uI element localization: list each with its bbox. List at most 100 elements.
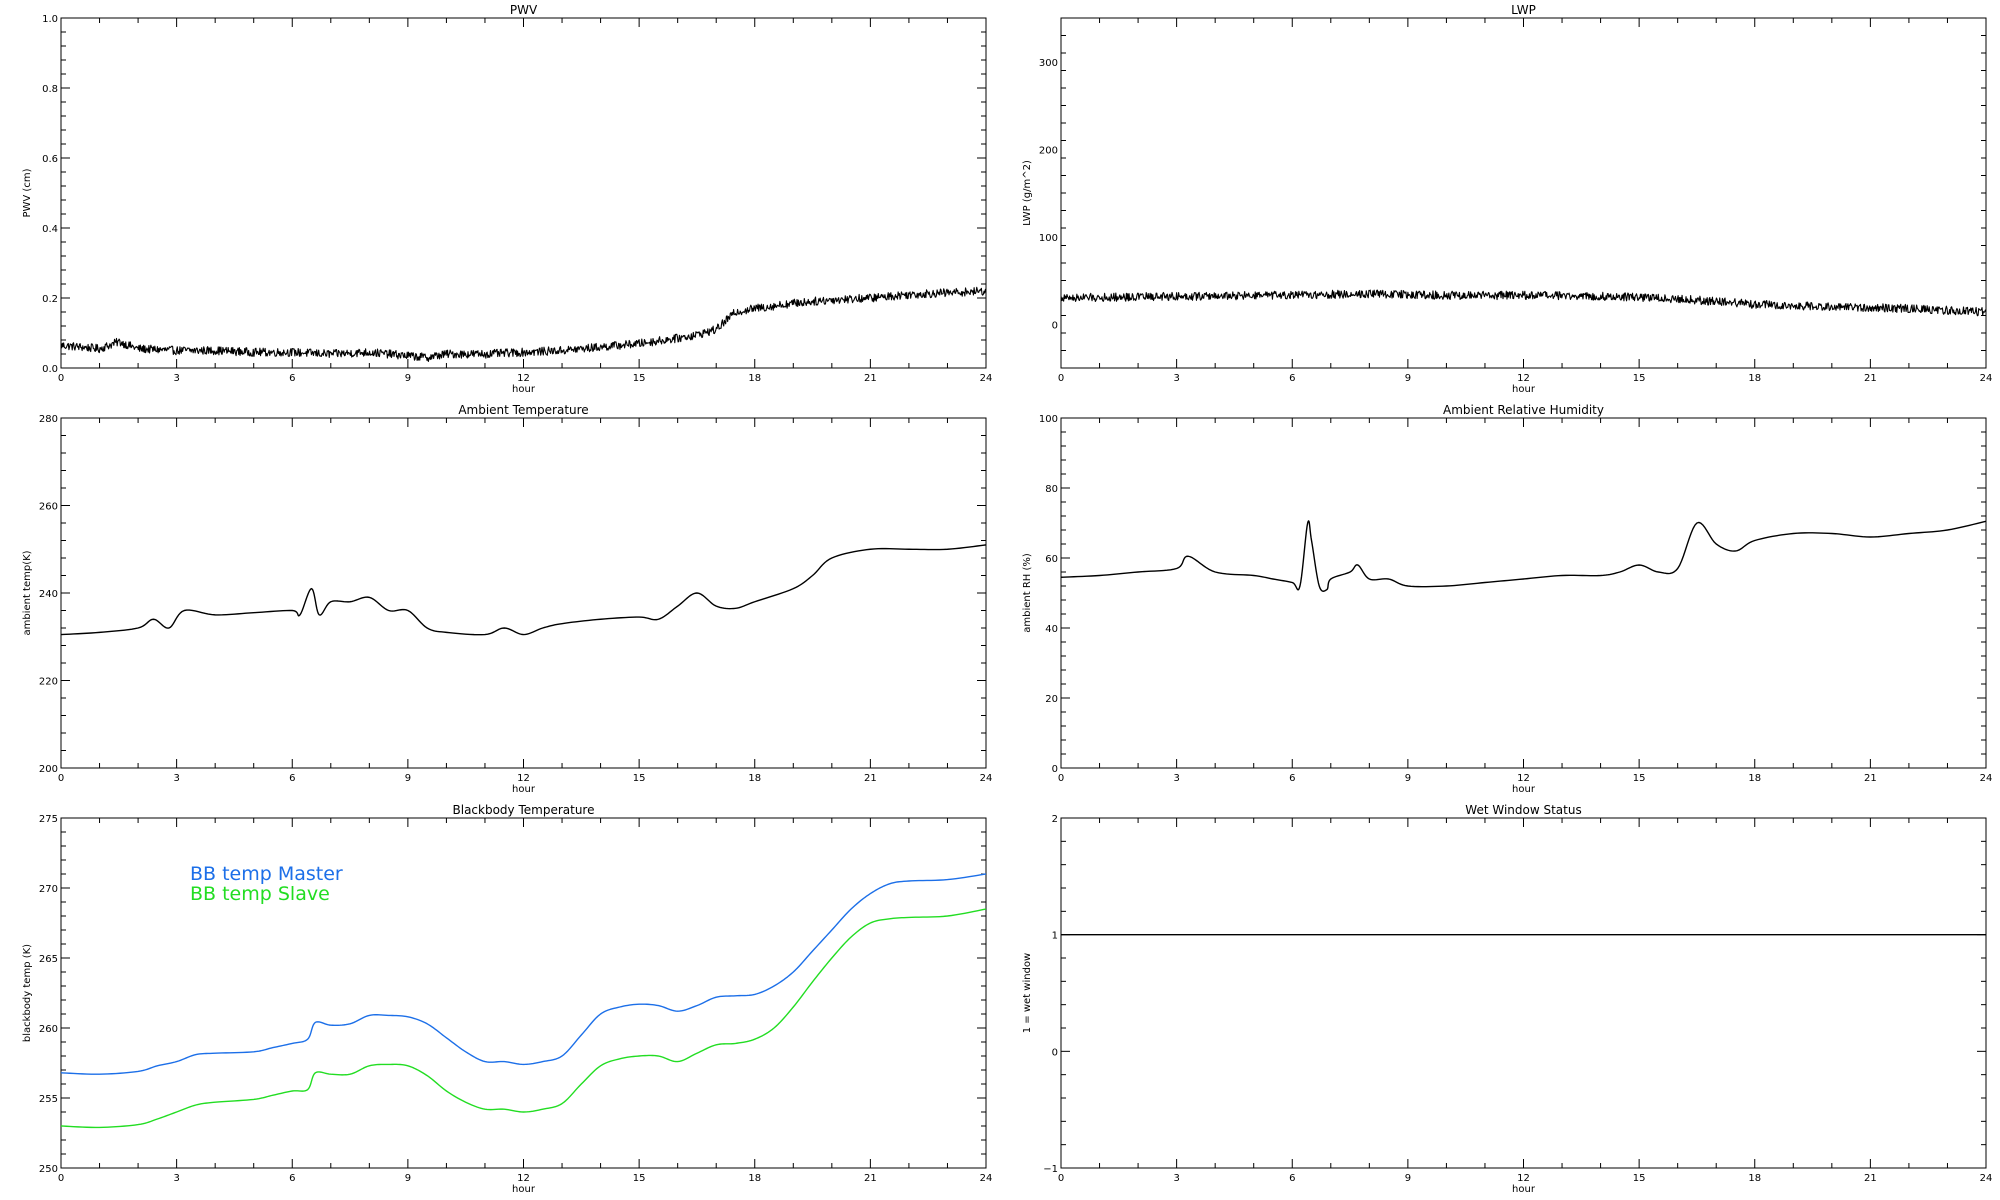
chart-title: Wet Window Status	[1465, 803, 1581, 817]
x-tick-label: 18	[748, 1173, 761, 1184]
x-tick-label: 9	[1405, 1173, 1411, 1184]
chart-title: Ambient Relative Humidity	[1443, 403, 1604, 417]
x-tick-label: 3	[1173, 373, 1179, 384]
y-tick-label: 1.0	[42, 14, 58, 25]
y-tick-label: −1	[1043, 1164, 1058, 1175]
x-tick-label: 12	[1517, 373, 1530, 384]
y-tick-label: 265	[39, 954, 58, 965]
y-tick-label: 300	[1039, 58, 1058, 69]
series-line-bb-temp-master	[61, 873, 986, 1075]
y-tick-label: 260	[39, 502, 58, 513]
x-tick-label: 12	[517, 773, 530, 784]
y-tick-label: 275	[39, 814, 58, 825]
y-tick-label: 200	[1039, 145, 1058, 156]
x-tick-label: 12	[1517, 773, 1530, 784]
x-tick-label: 0	[1058, 1173, 1064, 1184]
x-tick-label: 12	[517, 373, 530, 384]
x-tick-label: 15	[1633, 373, 1646, 384]
y-tick-label: 270	[39, 884, 58, 895]
x-tick-label: 6	[1289, 773, 1295, 784]
y-tick-label: 0.0	[42, 364, 58, 375]
y-tick-label: 100	[1039, 414, 1058, 425]
chart-ambient-temperature: 0 3 6 9 12 15 18 21 24 200 220 240 260 280 Ambient Tem…	[22, 403, 993, 795]
y-tick-label: 0.6	[42, 154, 58, 165]
y-axis-label: blackbody temp (K)	[22, 944, 33, 1042]
x-tick-label: 21	[864, 773, 877, 784]
x-tick-label: 0	[1058, 373, 1064, 384]
panel-blackbody-temperature: 0 3 6 9 12 15 18 21 24 250 255 260 265 270 275 Blackbod…	[0, 800, 1000, 1200]
x-tick-label: 0	[1058, 773, 1064, 784]
y-tick-label: 2	[1052, 814, 1058, 825]
plot-frame	[1060, 417, 1987, 769]
y-tick-label: 250	[39, 1164, 58, 1175]
plot-frame	[1060, 817, 1987, 1169]
y-tick-label: 280	[39, 414, 58, 425]
chart-title: LWP	[1511, 3, 1536, 17]
chart-lwp: 0 3 6 9 12 15 18 21 24 0 100 200 300 LWP hour LWP (g/m^…	[1022, 3, 1993, 395]
y-tick-label: 60	[1045, 554, 1058, 565]
x-tick-label: 12	[517, 1173, 530, 1184]
y-tick-label: 220	[39, 677, 58, 688]
x-tick-label: 18	[748, 773, 761, 784]
x-tick-label: 6	[1289, 1173, 1295, 1184]
y-tick-label: 0	[1052, 1047, 1058, 1058]
plot-frame	[1060, 17, 1987, 369]
x-tick-label: 15	[1633, 1173, 1646, 1184]
y-tick-label: 0.2	[42, 294, 58, 305]
x-tick-label: 9	[1405, 373, 1411, 384]
y-tick-label: 0.4	[42, 224, 58, 235]
x-tick-label: 0	[58, 773, 64, 784]
x-tick-label: 6	[289, 773, 295, 784]
y-tick-label: 260	[39, 1024, 58, 1035]
x-tick-label: 18	[1748, 773, 1761, 784]
x-axis-label: hour	[1512, 784, 1536, 795]
x-tick-label: 21	[1864, 1173, 1877, 1184]
x-axis-label: hour	[1512, 1184, 1536, 1195]
chart-title: Ambient Temperature	[458, 403, 588, 417]
x-tick-label: 24	[1980, 773, 1993, 784]
x-tick-label: 9	[405, 1173, 411, 1184]
x-tick-label: 24	[1980, 1173, 1993, 1184]
x-tick-label: 3	[173, 373, 179, 384]
plot-frame	[60, 417, 987, 769]
x-tick-label: 6	[1289, 373, 1295, 384]
series-line-bb-temp-slave	[61, 908, 986, 1129]
x-tick-label: 24	[980, 1173, 993, 1184]
x-tick-label: 0	[58, 1173, 64, 1184]
plot-frame	[60, 17, 987, 369]
x-tick-label: 18	[1748, 373, 1761, 384]
y-axis-label: LWP (g/m^2)	[1022, 160, 1033, 226]
series-line-pwv-0	[61, 286, 986, 363]
panel-lwp: 0 3 6 9 12 15 18 21 24 0 100 200 300 LWP hour LWP (g/m^…	[1000, 0, 2000, 400]
chart-title: Blackbody Temperature	[453, 803, 595, 817]
x-tick-label: 21	[864, 373, 877, 384]
series-line-ambient_relative_humidity-0	[1061, 520, 1986, 592]
x-tick-label: 9	[405, 373, 411, 384]
y-tick-label: 200	[39, 764, 58, 775]
y-tick-label: 0	[1052, 320, 1058, 331]
x-tick-label: 15	[1633, 773, 1646, 784]
series-line-lwp-0	[1061, 289, 1986, 317]
y-tick-label: 40	[1045, 624, 1058, 635]
x-tick-label: 3	[1173, 773, 1179, 784]
chart-blackbody-temperature: 0 3 6 9 12 15 18 21 24 250 255 260 265 270 275 Blackbod…	[22, 803, 993, 1195]
y-tick-label: 80	[1045, 484, 1058, 495]
x-tick-label: 24	[1980, 373, 1993, 384]
x-tick-label: 15	[633, 373, 646, 384]
x-tick-label: 6	[289, 1173, 295, 1184]
x-tick-label: 24	[980, 773, 993, 784]
y-tick-label: 0.8	[42, 84, 58, 95]
x-tick-label: 18	[748, 373, 761, 384]
x-axis-label: hour	[512, 384, 536, 395]
x-tick-label: 15	[633, 773, 646, 784]
y-tick-label: 0	[1052, 764, 1058, 775]
chart-title: PWV	[510, 3, 538, 17]
x-tick-label: 15	[633, 1173, 646, 1184]
y-axis-label: ambient temp(K)	[22, 550, 33, 635]
x-tick-label: 3	[1173, 1173, 1179, 1184]
legend-entry: BB temp Master	[190, 863, 343, 885]
series-line-ambient_temperature-0	[61, 544, 986, 636]
panel-wet-window-status: 0 3 6 9 12 15 18 21 24 −1 0 1 2 Wet Window Status hour…	[1000, 800, 2000, 1200]
y-tick-label: 255	[39, 1094, 58, 1105]
